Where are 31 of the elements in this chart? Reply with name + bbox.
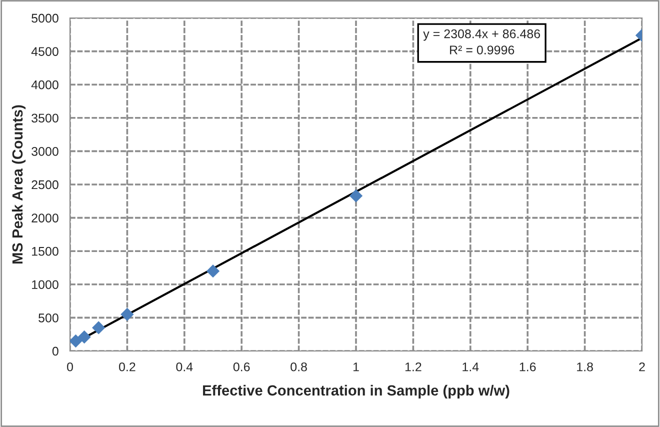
- x-tick-label: 2: [639, 362, 645, 372]
- x-tick-label: 1.2: [405, 362, 422, 372]
- x-tick-label: 0.2: [119, 362, 136, 372]
- y-tick-label: 4000: [31, 80, 58, 90]
- x-tick-label: 0: [67, 362, 73, 372]
- y-axis-title: MS Peak Area (Counts): [12, 105, 26, 264]
- point: [78, 330, 91, 344]
- y-tick-label: 1000: [32, 280, 58, 290]
- x-tick-label: 0.4: [176, 362, 193, 372]
- y-tick-label: 3500: [32, 114, 58, 123]
- x-tick-label: 0.6: [233, 362, 250, 372]
- annotation: y = 2308.4x + 86.486 R² = 0.9996: [423, 29, 540, 54]
- x-tick-label: 0.8: [290, 362, 307, 372]
- x-tick-label: 1.6: [520, 362, 536, 372]
- point: [120, 308, 134, 321]
- y-tick-label: 5000: [32, 14, 58, 23]
- x-tick-label: 1: [353, 362, 359, 372]
- x-tick-label: 1.4: [462, 362, 479, 372]
- x-axis-title: Effective Concentration in Sample (ppb w/w): [203, 384, 510, 398]
- y-tick-label: 1500: [32, 246, 58, 256]
- point: [92, 321, 106, 334]
- y-tick-label: 2500: [32, 180, 58, 190]
- y-tick-label: 2000: [32, 214, 58, 222]
- y-tick-label: 500: [38, 314, 58, 322]
- point: [206, 264, 220, 278]
- point: [349, 189, 363, 202]
- point: [70, 334, 82, 348]
- y-tick-label: 0: [52, 346, 58, 356]
- y-tick-label: 4500: [31, 47, 58, 56]
- x-tick-label: 1.8: [577, 362, 593, 372]
- y-tick-label: 3000: [32, 147, 58, 156]
